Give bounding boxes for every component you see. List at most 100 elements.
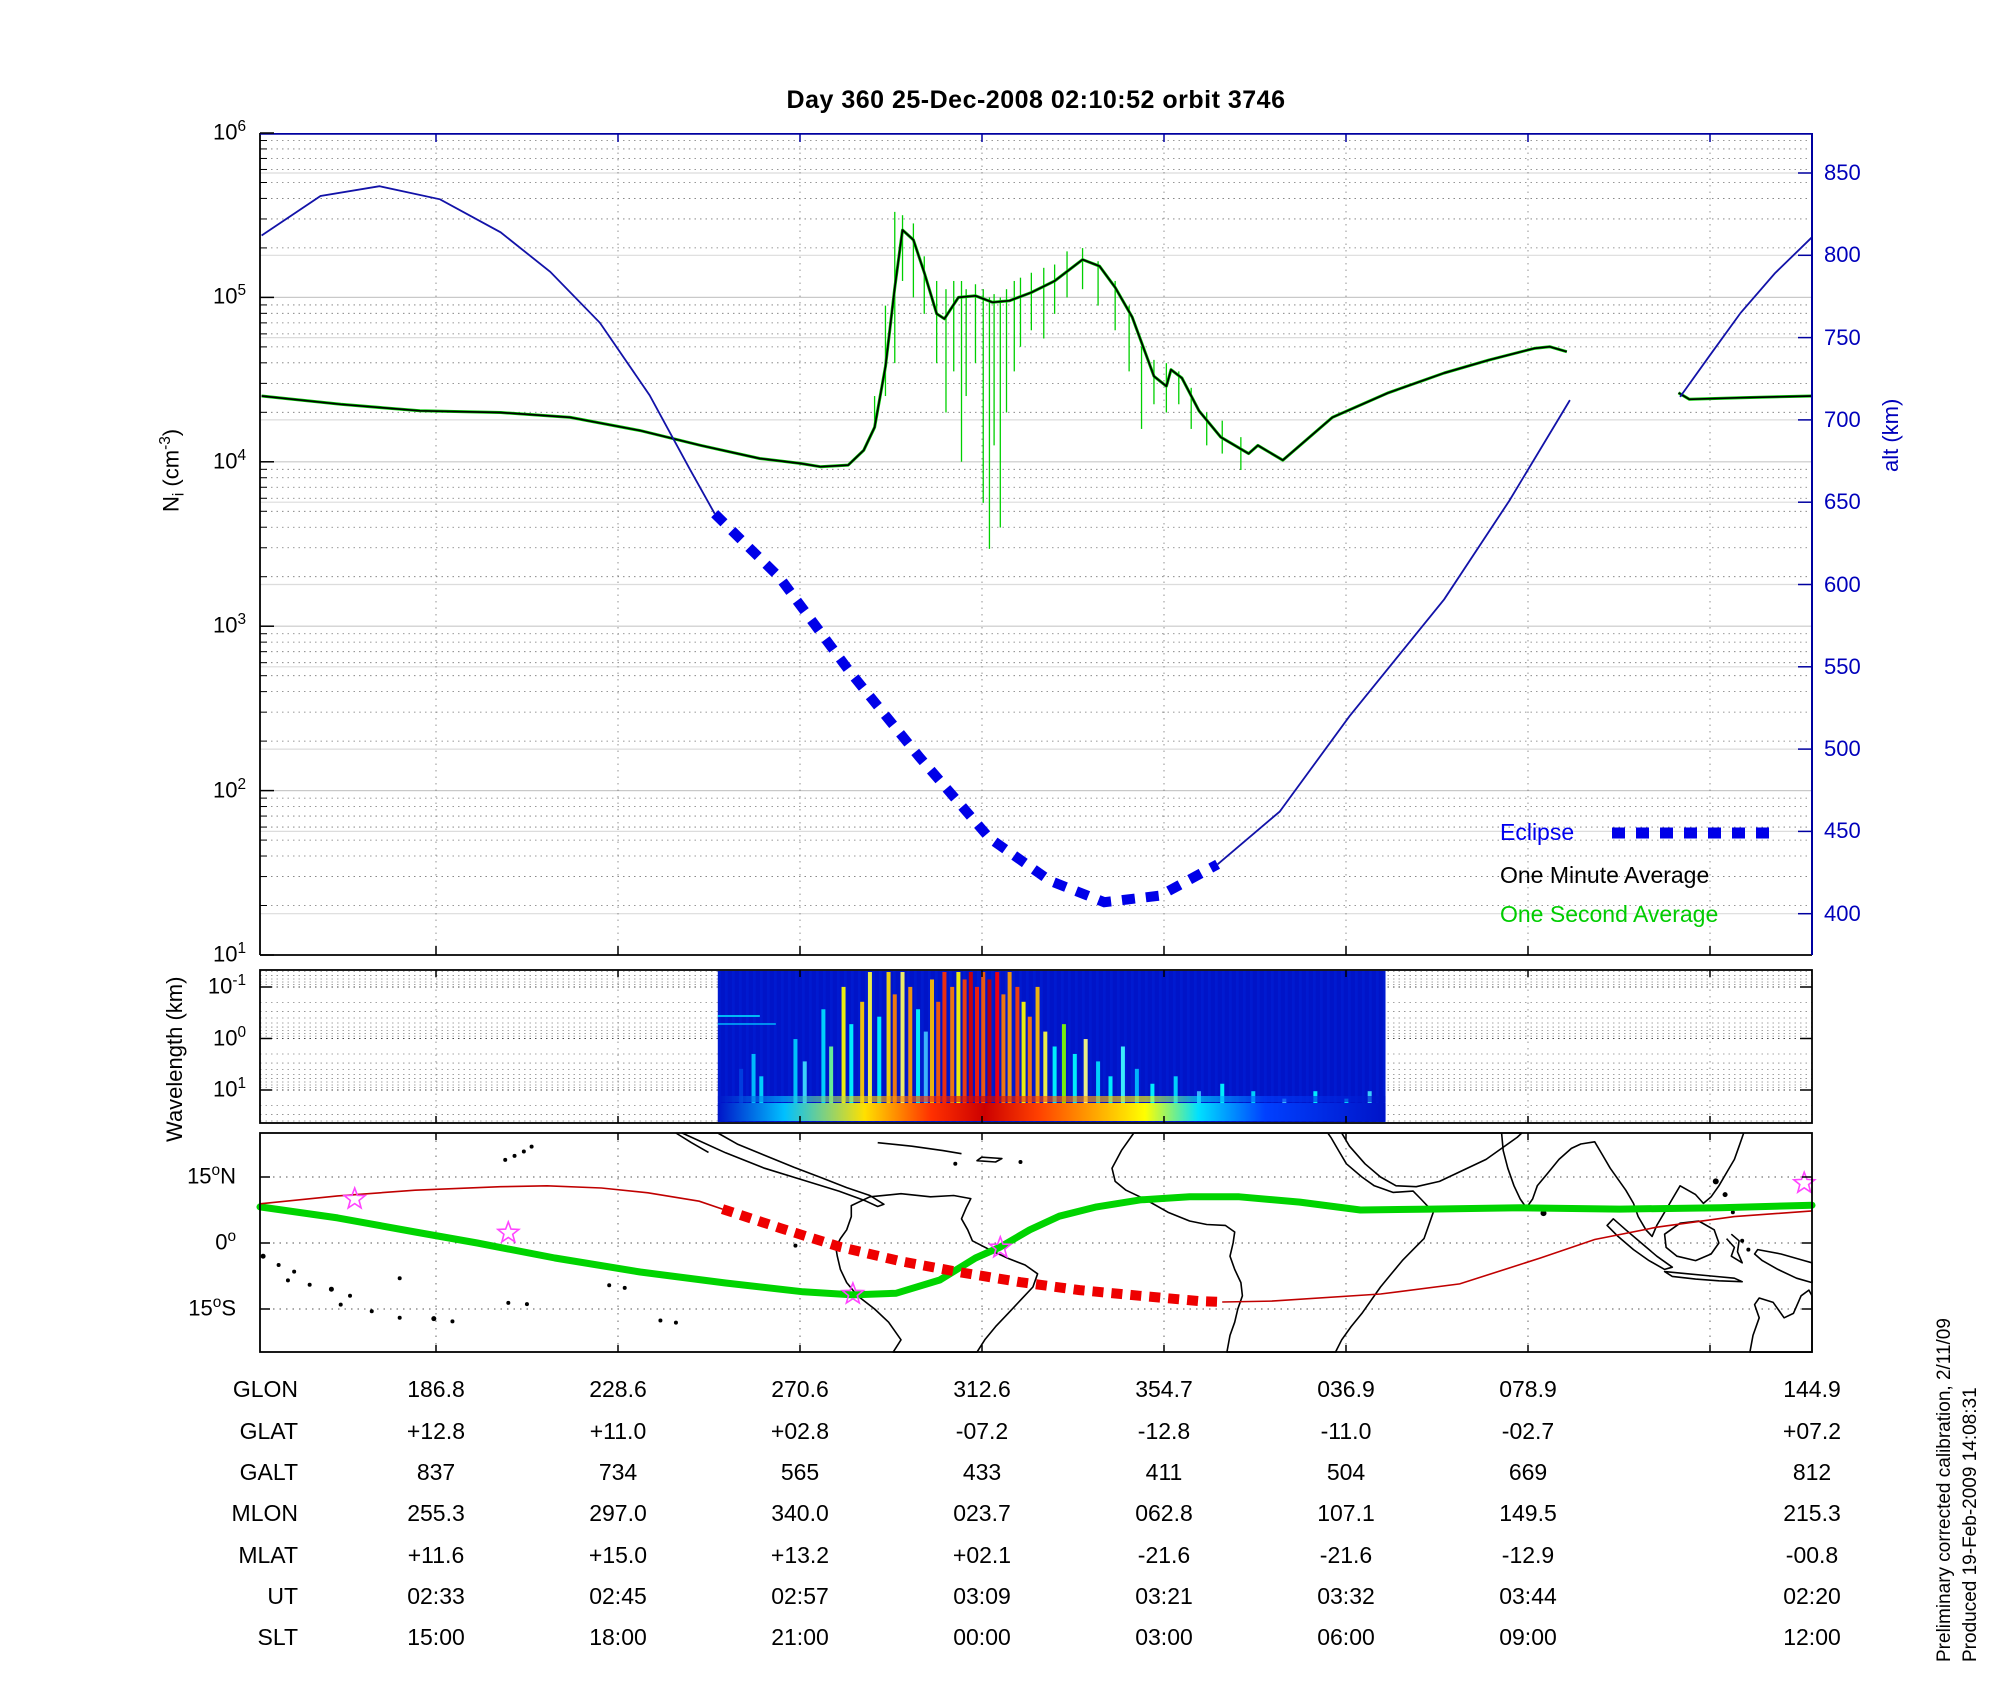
table-cell-MLAT-4: -21.6 bbox=[1137, 1542, 1191, 1568]
table-row-label-GLAT: GLAT bbox=[239, 1418, 298, 1444]
y-tick-alt-850: 850 bbox=[1824, 160, 1861, 185]
table-row-label-UT: UT bbox=[267, 1583, 298, 1609]
table-cell-MLAT-6: -12.9 bbox=[1501, 1542, 1555, 1568]
table-cell-GALT-2: 565 bbox=[780, 1459, 820, 1485]
table-cell-GALT-5: 504 bbox=[1326, 1459, 1366, 1485]
table-cell-GALT-0: 837 bbox=[416, 1459, 456, 1485]
y-tick-density-2: 102 bbox=[212, 775, 246, 802]
table-cell-GALT-1: 734 bbox=[598, 1459, 638, 1485]
table-cell-SLT-6: 09:00 bbox=[1499, 1624, 1557, 1650]
note-produced: Produced 19-Feb-2009 14:08:31 bbox=[1960, 1387, 1981, 1662]
table-cell-GLON-3: 312.6 bbox=[953, 1376, 1011, 1402]
table-cell-GALT-6: 669 bbox=[1508, 1459, 1548, 1485]
table-cell-GLON-5: 036.9 bbox=[1317, 1376, 1375, 1402]
note-calibration: Preliminary corrected calibration, 2/11/… bbox=[1934, 1318, 1955, 1662]
table-cell-GLON-1: 228.6 bbox=[589, 1376, 647, 1402]
y-tick-alt-400: 400 bbox=[1824, 900, 1861, 926]
legend-item-1: One Minute Average bbox=[1500, 862, 1709, 888]
y-tick-density-1: 101 bbox=[212, 940, 246, 967]
table-cell-GLON-4: 354.7 bbox=[1135, 1376, 1193, 1402]
y-tick-density-4: 104 bbox=[212, 446, 246, 474]
y-tick-wavelength-0: 100 bbox=[212, 1023, 246, 1050]
table-cell-SLT-0: 15:00 bbox=[407, 1624, 465, 1650]
table-cell-SLT-3: 00:00 bbox=[953, 1624, 1011, 1650]
table-row-label-GALT: GALT bbox=[239, 1459, 298, 1485]
legend-item-0: Eclipse bbox=[1500, 819, 1574, 845]
y-tick-lat-15S: 15oS bbox=[188, 1294, 236, 1321]
table-cell-GLAT-2: +02.8 bbox=[770, 1418, 830, 1444]
table-cell-GLON-2: 270.6 bbox=[771, 1376, 829, 1402]
table-cell-MLON-0: 255.3 bbox=[407, 1500, 465, 1526]
table-cell-MLAT-7: -00.8 bbox=[1785, 1542, 1839, 1568]
table-cell-GALT-3: 433 bbox=[962, 1459, 1002, 1485]
table-cell-MLAT-3: +02.1 bbox=[952, 1542, 1012, 1568]
table-cell-GLON-7: 144.9 bbox=[1783, 1376, 1841, 1402]
legend-item-2: One Second Average bbox=[1500, 901, 1718, 927]
y-tick-alt-600: 600 bbox=[1824, 571, 1861, 597]
y-tick-alt-450: 450 bbox=[1824, 818, 1861, 844]
y-tick-lat-0: 0o bbox=[215, 1228, 236, 1255]
y-tick-alt-800: 800 bbox=[1824, 242, 1861, 268]
table-cell-MLON-7: 215.3 bbox=[1783, 1500, 1841, 1526]
table-cell-MLON-5: 107.1 bbox=[1317, 1500, 1375, 1526]
y-tick-density-6: 106 bbox=[212, 118, 246, 145]
table-row-label-MLON: MLON bbox=[231, 1500, 298, 1526]
y-tick-density-3: 103 bbox=[212, 611, 246, 638]
table-row-label-MLAT: MLAT bbox=[238, 1542, 298, 1568]
table-cell-GLON-6: 078.9 bbox=[1499, 1376, 1557, 1402]
table-cell-UT-3: 03:09 bbox=[953, 1583, 1011, 1609]
y-tick-alt-750: 750 bbox=[1824, 324, 1861, 350]
table-cell-MLAT-1: +15.0 bbox=[588, 1542, 648, 1568]
table-row-label-SLT: SLT bbox=[257, 1624, 298, 1650]
ground-station-star bbox=[987, 1234, 1013, 1259]
density-altitude-panel: Eclipse One Minute Average One Second Aver… bbox=[259, 132, 1813, 956]
page-title: Day 360 25-Dec-2008 02:10:52 orbit 3746 bbox=[786, 86, 1286, 114]
table-cell-MLON-2: 340.0 bbox=[771, 1500, 829, 1526]
y-tick-alt-700: 700 bbox=[1824, 406, 1861, 432]
y-tick-alt-550: 550 bbox=[1824, 653, 1861, 679]
table-cell-GLAT-3: -07.2 bbox=[955, 1418, 1009, 1444]
table-cell-GLAT-1: +11.0 bbox=[589, 1418, 647, 1444]
y-tick-alt-650: 650 bbox=[1824, 489, 1861, 515]
table-cell-GALT-7: 812 bbox=[1792, 1459, 1832, 1485]
y-tick-lat-15N: 15oN bbox=[187, 1162, 236, 1189]
table-cell-MLAT-5: -21.6 bbox=[1319, 1542, 1373, 1568]
y-tick-wavelength-1: 101 bbox=[212, 1075, 246, 1102]
wavelength-spectrogram-panel bbox=[259, 969, 1813, 1124]
y-axis-label-wavelength: Wavelength (km) bbox=[162, 976, 187, 1142]
table-cell-UT-0: 02:33 bbox=[407, 1583, 465, 1609]
table-cell-UT-2: 02:57 bbox=[771, 1583, 829, 1609]
table-cell-GLAT-7: +07.2 bbox=[1782, 1418, 1842, 1444]
table-cell-MLAT-2: +13.2 bbox=[770, 1542, 830, 1568]
table-cell-GLAT-6: -02.7 bbox=[1501, 1418, 1555, 1444]
table-row-label-GLON: GLON bbox=[232, 1376, 298, 1402]
table-cell-SLT-1: 18:00 bbox=[589, 1624, 647, 1650]
table-cell-GALT-4: 411 bbox=[1145, 1459, 1183, 1485]
table-cell-SLT-5: 06:00 bbox=[1317, 1624, 1375, 1650]
ground-station-star bbox=[341, 1185, 368, 1210]
table-cell-UT-7: 02:20 bbox=[1783, 1583, 1841, 1609]
ground-station-star bbox=[495, 1219, 521, 1244]
table-cell-GLAT-4: -12.8 bbox=[1137, 1418, 1191, 1444]
table-cell-UT-6: 03:44 bbox=[1499, 1583, 1557, 1609]
table-cell-MLON-6: 149.5 bbox=[1499, 1500, 1557, 1526]
table-cell-GLAT-0: +12.8 bbox=[406, 1418, 466, 1444]
table-cell-SLT-7: 12:00 bbox=[1783, 1624, 1841, 1650]
y-tick-alt-500: 500 bbox=[1824, 736, 1861, 762]
y-tick-wavelength--1: 10-1 bbox=[207, 972, 246, 999]
table-cell-MLON-1: 297.0 bbox=[589, 1500, 647, 1526]
table-cell-SLT-2: 21:00 bbox=[771, 1624, 829, 1650]
table-cell-GLAT-5: -11.0 bbox=[1320, 1418, 1372, 1444]
table-cell-GLON-0: 186.8 bbox=[407, 1376, 465, 1402]
table-cell-MLON-4: 062.8 bbox=[1135, 1500, 1193, 1526]
table-cell-UT-1: 02:45 bbox=[589, 1583, 647, 1609]
table-cell-UT-5: 03:32 bbox=[1317, 1583, 1375, 1609]
y-tick-density-5: 105 bbox=[212, 282, 246, 309]
table-cell-SLT-4: 03:00 bbox=[1135, 1624, 1193, 1650]
ground-track-map-panel bbox=[256, 1132, 1817, 1353]
table-cell-MLON-3: 023.7 bbox=[953, 1500, 1011, 1526]
table-cell-UT-4: 03:21 bbox=[1135, 1583, 1193, 1609]
ground-station-star bbox=[840, 1280, 866, 1305]
table-cell-MLAT-0: +11.6 bbox=[407, 1542, 465, 1568]
